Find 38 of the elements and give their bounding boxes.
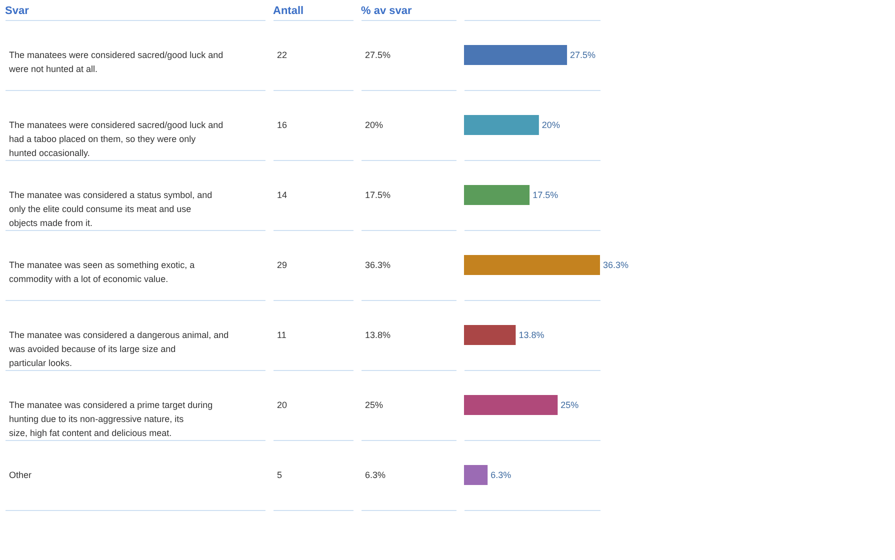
text: 25%	[365, 400, 384, 410]
y-tick-label: Other	[9, 470, 32, 480]
text: 20	[277, 400, 288, 410]
text: 20%	[365, 120, 384, 130]
data-label: 20%	[542, 120, 560, 130]
data-label: 17.5%	[532, 190, 558, 200]
bar	[464, 465, 488, 485]
y-tick-label: The manatee was considered a dangerous animal, and was avoided because of its large size and particular looks.	[8, 330, 229, 368]
text: % av svar	[361, 5, 412, 17]
y-tick-label: The manatee was considered a prime target during hunting due to its non-aggressive nature, its size, high fat content and delicious meat.	[9, 400, 213, 438]
y-tick-label: The manatee was considered a status symbol, and only the elite could consume its meat and use objects made from it.	[9, 190, 212, 228]
text: 29	[277, 260, 288, 270]
y-tick-label: The manatee was seen as something exotic, a commodity with a lot of economic value.	[9, 260, 195, 284]
bar	[464, 395, 558, 415]
y-tick-label: The manatees were considered sacred/good luck and had a taboo placed on them, so they were only hunted occasionally.	[9, 120, 224, 158]
text: 5	[277, 470, 282, 480]
text: 13.8%	[365, 330, 391, 340]
text: 17.5%	[365, 190, 391, 200]
data-label: 36.3%	[603, 260, 629, 270]
bar	[464, 185, 530, 205]
text: 16	[277, 120, 288, 130]
data-label: 6.3%	[490, 470, 512, 480]
y-tick-label: The manatees were considered sacred/good luck and were not hunted at all.	[8, 50, 224, 74]
bar	[464, 45, 568, 65]
y-axis-title: Svar	[5, 5, 30, 17]
bar	[464, 255, 600, 275]
data-label: 27.5%	[570, 50, 596, 60]
text: 14	[277, 190, 288, 200]
text: 22	[277, 50, 288, 60]
text: 36.3%	[365, 260, 391, 270]
data-label: 13.8%	[518, 330, 544, 340]
bar	[464, 325, 516, 345]
text: Antall	[273, 5, 304, 17]
text: 6.3%	[365, 470, 386, 480]
bar	[464, 115, 539, 135]
text: 11	[277, 330, 286, 340]
text: 27.5%	[365, 50, 391, 60]
data-label: 25%	[560, 400, 579, 410]
